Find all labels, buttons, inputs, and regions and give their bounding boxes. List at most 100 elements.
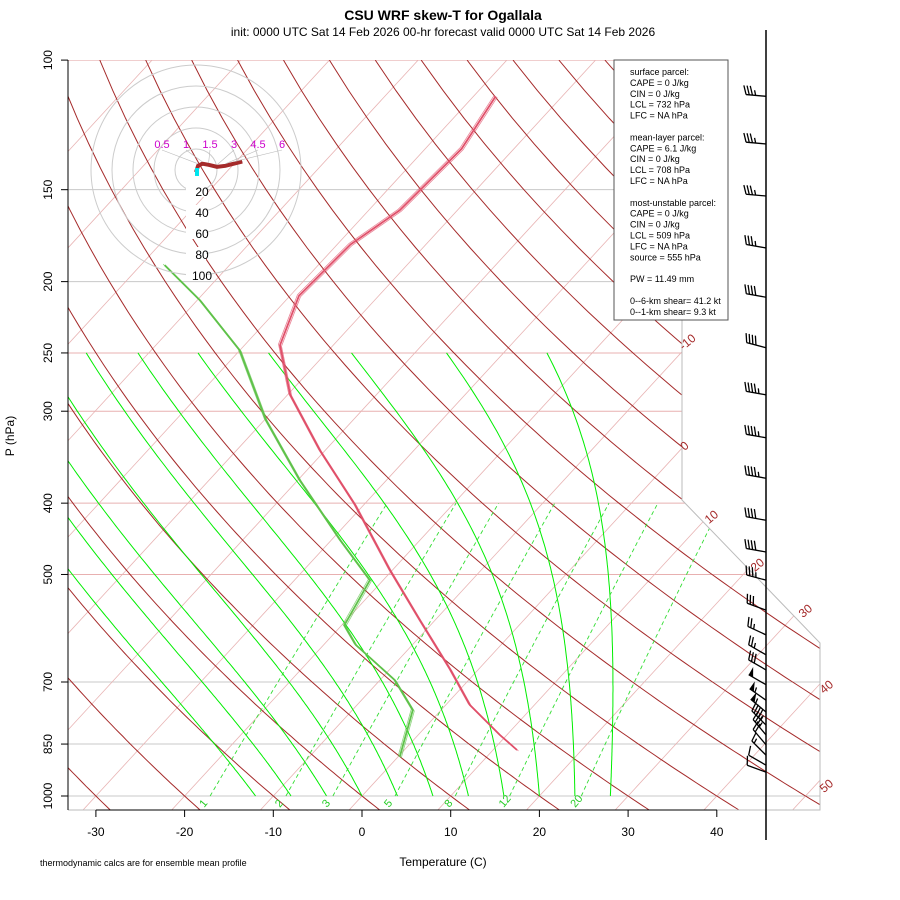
isotherm-line (68, 60, 419, 810)
hodograph-trace (194, 159, 243, 173)
wind-barb-staff (748, 754, 767, 766)
info-box-line: LFC = NA hPa (630, 111, 688, 121)
wind-barb (744, 465, 767, 479)
wind-barb-full (749, 85, 754, 96)
wind-barb-full (744, 507, 747, 517)
wind-barb-full (749, 185, 754, 195)
wind-barb-half (753, 623, 756, 630)
hodograph-ring-label: 40 (195, 206, 209, 220)
wind-barbs (743, 30, 767, 840)
wind-barb-full (751, 732, 757, 742)
wind-barb-full (744, 284, 747, 294)
wind-barb-full (753, 540, 757, 551)
wind-barb-half (757, 471, 760, 478)
x-axis-label: Temperature (C) (399, 855, 486, 869)
x-tick-label: 20 (533, 825, 547, 839)
wind-barb-full (750, 466, 754, 476)
wind-barb-full (750, 618, 753, 628)
hodograph-label-bg (186, 268, 206, 281)
wind-barb-staff (746, 93, 767, 97)
wind-barb-staff (752, 719, 767, 736)
wind-barb-full (753, 426, 757, 437)
wind-barb-staff (746, 764, 767, 773)
dewpoint-profile-line (162, 263, 412, 757)
hodograph-ring-label: 100 (192, 269, 212, 283)
wind-barb-full (747, 382, 751, 392)
wind-barb-full (753, 383, 757, 394)
wind-barb-staff (747, 625, 767, 636)
wind-barb-full (744, 539, 747, 549)
moist-adiabat-line (137, 352, 434, 797)
wind-barb-half (753, 90, 757, 96)
chart-title: CSU WRF skew-T for Ogallala (344, 7, 542, 23)
wind-barb-staff (746, 141, 767, 145)
wind-barb-full (753, 704, 759, 714)
info-box-line: LCL = 708 hPa (630, 165, 690, 175)
wind-barb-full (748, 333, 751, 344)
dewpoint-profile-line (164, 264, 414, 758)
wind-barb-half (758, 722, 763, 728)
wind-barb-full (754, 713, 761, 723)
dry-adiabat-line (788, 60, 820, 810)
wind-barb-full (752, 721, 759, 730)
wind-barb-staff (746, 433, 767, 439)
hodograph-height-label: 0.5 (154, 139, 169, 151)
y-tick-label: 100 (41, 50, 55, 70)
hodograph-ring-label: 80 (195, 248, 209, 262)
wind-barb-full (751, 567, 754, 577)
wind-barb-full (744, 234, 747, 245)
mixing-ratio-label: 20 (568, 793, 585, 810)
isotherm-line (68, 60, 508, 810)
y-tick-label: 1000 (41, 782, 55, 809)
wind-barb-half (753, 738, 758, 744)
dry-adiabat-line (237, 60, 820, 810)
wind-barb-full (747, 616, 750, 627)
x-tick-label: -30 (87, 825, 105, 839)
isotherm-line (613, 60, 820, 810)
mixing-ratio-label: 1 (197, 798, 210, 810)
wind-barb-full (747, 284, 751, 295)
wind-barb (743, 132, 767, 145)
wind-barb-full (750, 285, 754, 295)
hodograph: 20 40 60 80 100 0.5 1 1.5 3 4.5 6 (90, 64, 302, 283)
isotherm-line (68, 60, 596, 810)
info-box-line: mean-layer parcel: (630, 132, 705, 142)
hodograph-label-leader (208, 149, 211, 163)
wind-barb-full (752, 711, 759, 720)
isotherm-line (68, 60, 330, 810)
wind-barb (744, 381, 767, 396)
wind-barb (746, 593, 767, 611)
wind-barb-pennant (750, 692, 757, 703)
wind-barb-full (753, 285, 757, 296)
info-box-line: 0--1-km shear= 9.3 kt (630, 307, 716, 317)
wind-barb-half (753, 137, 757, 144)
dry-adiabat-line (374, 60, 820, 810)
moist-adiabat-line (68, 352, 256, 797)
info-box-line: surface parcel: (630, 67, 689, 77)
wind-barb-full (743, 132, 747, 143)
info-box-line: PW = 11.49 mm (630, 274, 694, 284)
mixing-ratio-label: 5 (382, 798, 395, 810)
wind-barb-full (748, 566, 751, 576)
info-box-line: CIN = 0 J/kg (630, 89, 680, 99)
y-axis-label: P (hPa) (3, 416, 17, 456)
moist-adiabat-line (351, 352, 540, 797)
dry-adiabat-line (68, 60, 293, 810)
isotherm-line (880, 60, 900, 811)
wind-barb (752, 721, 767, 746)
wind-barb-staff (746, 341, 767, 349)
hodograph-label-leader (161, 149, 199, 165)
x-tick-label: -10 (265, 825, 283, 839)
wind-barb (745, 333, 767, 349)
dry-adiabat-line (68, 60, 562, 810)
wind-barb-full (746, 133, 750, 143)
mixing-ratio-line (454, 502, 610, 797)
dry-adiabat-line (191, 60, 820, 810)
moist-adiabat-line (85, 352, 398, 797)
isotherm-line (68, 60, 685, 810)
wind-barb-full (744, 424, 747, 435)
wind-barb-full (745, 565, 748, 576)
mixing-ratio-label: 2 (273, 798, 286, 810)
hodograph-label-bg (186, 247, 206, 260)
